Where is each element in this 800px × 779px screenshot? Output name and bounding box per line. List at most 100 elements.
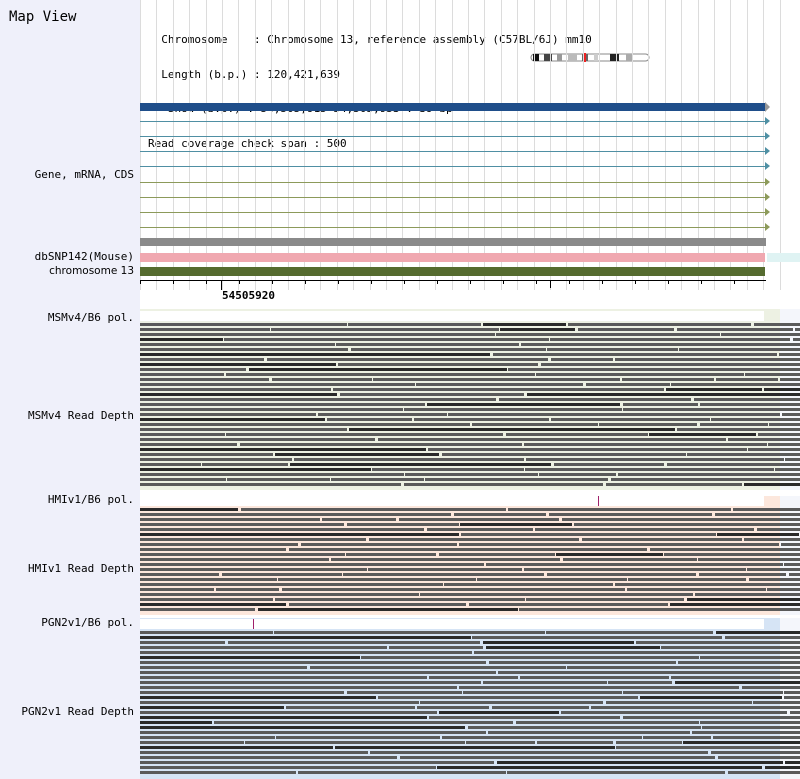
grid-line (730, 0, 731, 290)
read (699, 573, 786, 576)
read (140, 756, 397, 759)
read (700, 403, 800, 406)
read (483, 641, 634, 644)
read (554, 463, 664, 466)
chromosome-info: Chromosome : Chromosome 13, reference as… (161, 33, 592, 46)
read (258, 608, 518, 611)
read (670, 603, 800, 606)
read (677, 328, 793, 331)
grid-lines (140, 0, 781, 290)
pgn-pol-label: PGN2v1/B6 pol. (41, 616, 134, 629)
read (784, 563, 800, 566)
read (551, 358, 613, 361)
read (399, 518, 559, 521)
snp-track-label: dbSNP142(Mouse) (34, 250, 134, 263)
read (472, 423, 598, 426)
read (508, 368, 800, 371)
ruler-tick (371, 280, 372, 284)
read (245, 741, 465, 744)
read (547, 348, 678, 351)
read (711, 751, 800, 754)
read (140, 528, 424, 531)
read (561, 711, 787, 714)
chromosome-ideogram[interactable] (530, 53, 650, 62)
read (140, 323, 347, 326)
read (616, 746, 800, 749)
read (508, 508, 731, 511)
read (425, 478, 608, 481)
ruler-tick (569, 280, 570, 284)
read (322, 518, 396, 521)
ruler-line (140, 280, 766, 281)
ruler-tick (305, 280, 306, 284)
strand-arrow (765, 208, 770, 216)
read (140, 403, 425, 406)
read (140, 671, 496, 674)
read (275, 453, 439, 456)
polymorphism-mark (598, 496, 599, 506)
read (472, 636, 722, 639)
read (700, 423, 768, 426)
read (793, 338, 800, 341)
hmi-pol-label: HMIv1/B6 pol. (47, 493, 134, 506)
read (765, 766, 800, 769)
read (140, 691, 344, 694)
read (140, 453, 273, 456)
read (769, 423, 800, 426)
grid-line (271, 0, 272, 290)
read (551, 418, 710, 421)
read (728, 438, 800, 441)
read (623, 403, 698, 406)
msm-pol-label: MSMv4/B6 pol. (47, 311, 134, 324)
read (537, 741, 613, 744)
strand-arrow (765, 132, 770, 140)
read (623, 691, 783, 694)
read (428, 448, 747, 451)
chromosome-track-label: chromosome 13 (49, 265, 134, 277)
read (333, 388, 664, 391)
read (372, 468, 524, 471)
read (716, 631, 800, 634)
read (442, 736, 642, 739)
read (335, 746, 615, 749)
read (556, 553, 663, 556)
hmi-depth-label: HMIv1 Read Depth (28, 562, 134, 575)
read (327, 418, 412, 421)
read (347, 691, 462, 694)
read (687, 598, 800, 601)
read (140, 553, 345, 556)
read (318, 413, 447, 416)
read (550, 338, 790, 341)
grid-line (386, 0, 387, 290)
read (140, 631, 273, 634)
snp-edge (767, 253, 800, 262)
read (627, 588, 766, 591)
ruler-tick (239, 280, 240, 284)
read (378, 696, 638, 699)
read (429, 676, 518, 679)
read (140, 328, 270, 331)
read (460, 523, 572, 526)
read (488, 731, 690, 734)
transcript-line (140, 166, 766, 167)
read (439, 711, 559, 714)
read (282, 588, 625, 591)
polymorphism-mark (253, 619, 254, 629)
read (249, 368, 507, 371)
grid-line (534, 0, 535, 290)
strand-arrow (765, 102, 770, 112)
read (574, 523, 800, 526)
read (489, 661, 676, 664)
read (459, 543, 779, 546)
read (140, 716, 427, 719)
read (525, 468, 774, 471)
read (140, 543, 298, 546)
read (140, 593, 419, 596)
read (368, 568, 522, 571)
read (780, 378, 800, 381)
genome-canvas[interactable]: 54505920 (140, 0, 800, 779)
read (622, 378, 714, 381)
read (757, 528, 800, 531)
strand-arrow (765, 117, 770, 125)
read (140, 533, 459, 536)
